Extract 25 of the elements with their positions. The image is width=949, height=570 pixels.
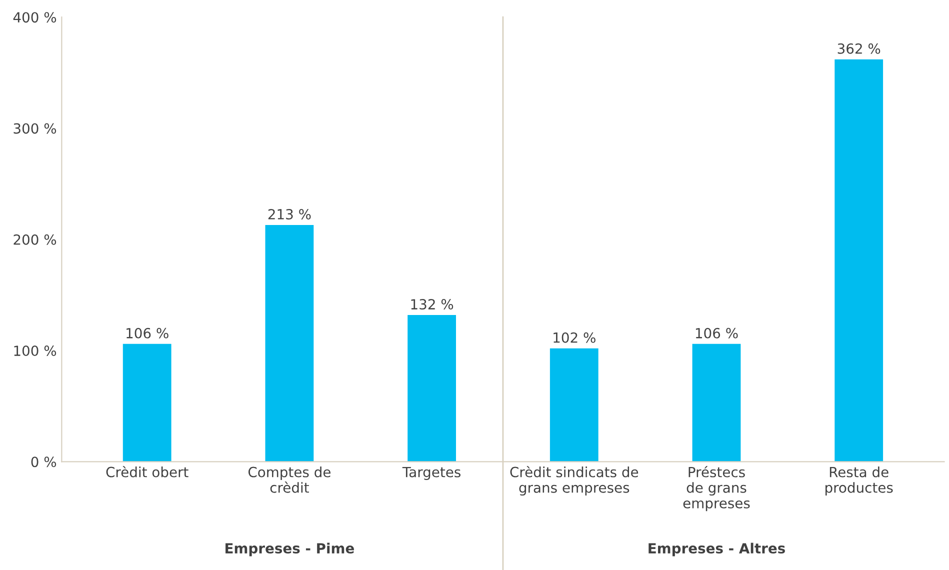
y-tick-label: 0 % (31, 456, 56, 468)
x-tick-label: Crèdit sindicats de grans empreses (510, 466, 638, 496)
data-label: 132 % (411, 299, 454, 310)
data-label: 106 % (696, 328, 738, 338)
bar (122, 344, 172, 462)
bar (408, 314, 456, 462)
x-tick-label: Crèdit obert (106, 466, 188, 478)
y-tick-label: 200 % (14, 234, 56, 245)
data-label: 102 % (554, 332, 596, 343)
text: Empreses - Pime (226, 542, 354, 556)
y-tick-label: 300 % (14, 123, 56, 134)
x-tick-label: Préstecs de grans empreses (683, 466, 750, 512)
x-tick-label: Comptes de crèdit (248, 466, 330, 493)
data-label: 362 % (838, 43, 880, 54)
data-label: 213 % (268, 208, 311, 220)
text: Empreses - Altres (648, 542, 785, 556)
x-tick-label: Resta de productes (826, 466, 893, 496)
bar (692, 344, 741, 462)
data-label: 106 % (126, 328, 168, 338)
x-tick-label: Targetes (402, 466, 460, 480)
bar (550, 348, 598, 462)
bar (834, 59, 884, 462)
bar (265, 224, 314, 462)
y-tick-label: 100 % (14, 346, 56, 356)
y-tick-label: 400 % (13, 12, 56, 23)
